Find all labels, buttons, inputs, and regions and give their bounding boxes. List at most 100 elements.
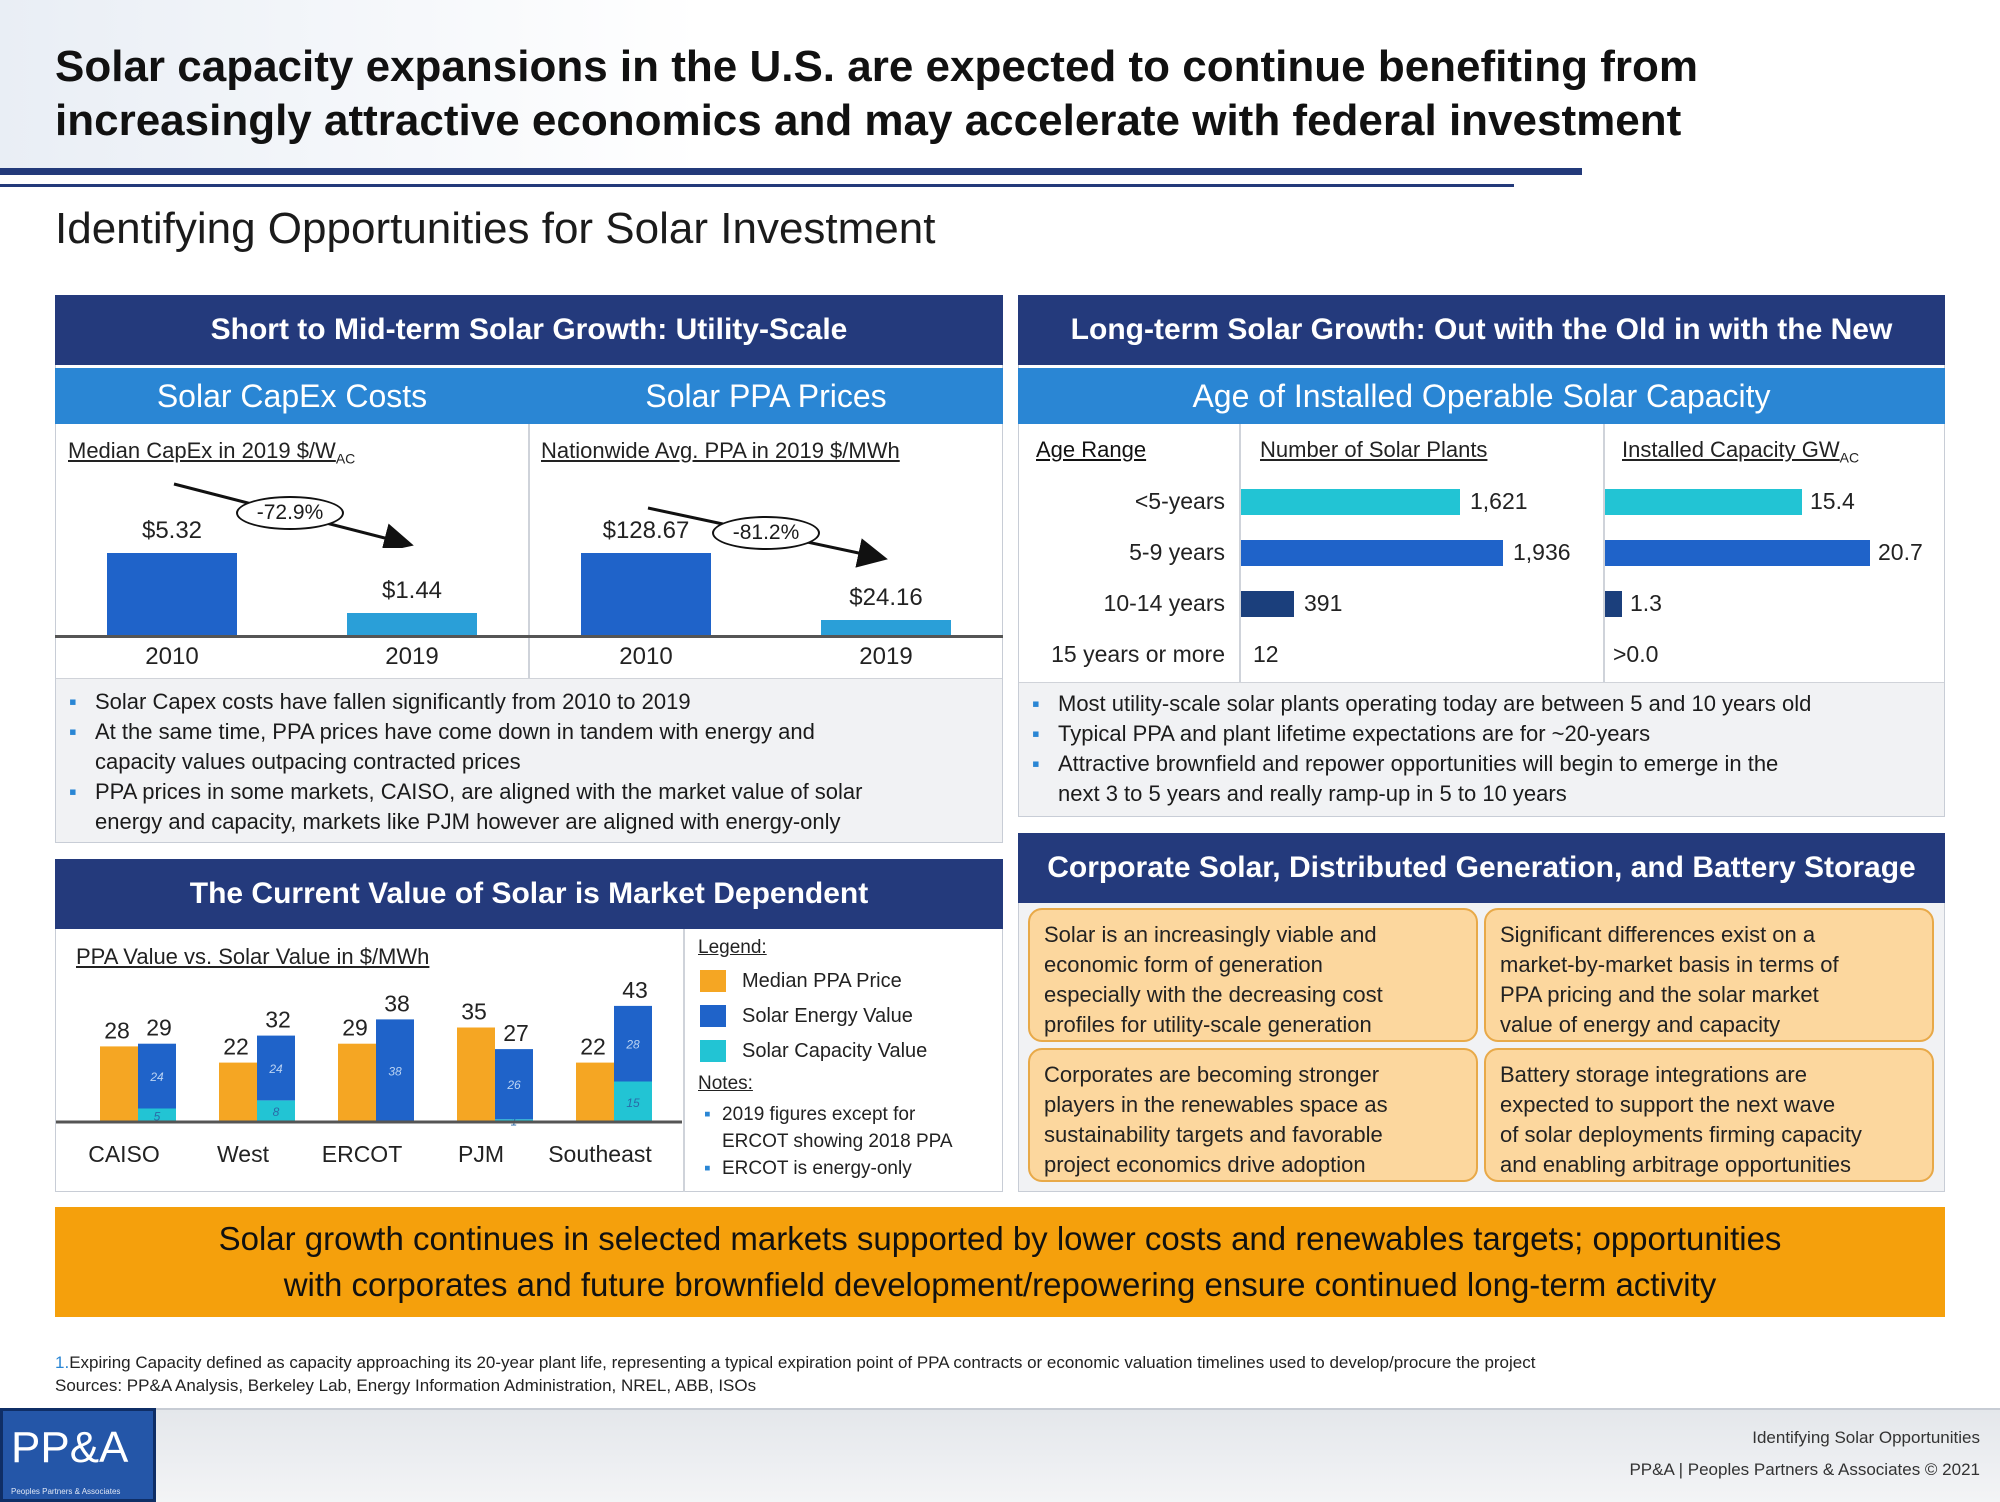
stack-total-label: 29 (146, 1015, 172, 1041)
capacity-value-label: 8 (273, 1105, 280, 1119)
bullet-text: PPA prices in some markets, CAISO, are a… (95, 779, 863, 804)
ppa-price-bar (219, 1062, 257, 1122)
ppa-price-bar (457, 1027, 495, 1122)
logo-subtext: Peoples Partners & Associates (11, 1487, 121, 1496)
capex-axis-line (55, 635, 529, 638)
energy-value-bar (376, 1019, 414, 1122)
ppa-price-label: 22 (223, 1034, 249, 1060)
plants-value: 391 (1304, 590, 1343, 616)
age-label: <5-years (1134, 488, 1225, 514)
long-term-bullets-box (1019, 682, 1944, 816)
legend-swatch (700, 1005, 726, 1027)
capex-year-2010: 2010 (145, 643, 199, 670)
plants-bar (1241, 489, 1460, 515)
energy-value-bar (614, 1005, 652, 1082)
tile-line: PPA pricing and the solar market (1500, 982, 1819, 1007)
corporate-tile: Corporates are becoming stronger players … (1028, 1048, 1478, 1182)
plants-value: 1,936 (1513, 539, 1571, 565)
capacity-bar (1605, 591, 1622, 617)
footnote-1-text: Expiring Capacity defined as capacity ap… (69, 1353, 1536, 1372)
age-capacity-title: Age of Installed Operable Solar Capacity (1018, 368, 1945, 424)
ppa-axis-line (529, 635, 1003, 638)
title-rule-thick (0, 168, 1582, 175)
legend-label: Solar Energy Value (742, 1005, 913, 1027)
tile-line: economic form of generation (1044, 952, 1323, 977)
market-category-label: CAISO (88, 1141, 160, 1167)
bullet-text: Solar Capex costs have fallen significan… (95, 689, 691, 714)
legend-label: Solar Capacity Value (742, 1040, 928, 1062)
market-category-label: Southeast (548, 1141, 652, 1167)
notes-title: Notes: (698, 1073, 753, 1094)
footnote-1: 1.Expiring Capacity defined as capacity … (55, 1353, 1535, 1373)
tile-line: Corporates are becoming stronger (1044, 1062, 1380, 1087)
long-term-heading: Long-term Solar Growth: Out with the Old… (1018, 295, 1945, 365)
bullet-dot: ▪ (1032, 691, 1040, 716)
capex-value-2010: $5.32 (141, 517, 203, 544)
corporate-tile: Battery storage integrations are expected… (1484, 1048, 1934, 1182)
market-chart-label: PPA Value vs. Solar Value in $/MWh (76, 944, 430, 969)
energy-value-label: 26 (506, 1078, 521, 1092)
footer-copyright: PP&A | Peoples Partners & Associates © 2… (1629, 1460, 1980, 1479)
bullet-line: next 3 to 5 years and really ramp-up in … (1058, 779, 1567, 809)
age-label: 15 years or more (1051, 641, 1225, 667)
bullet-text: next 3 to 5 years and really ramp-up in … (1058, 781, 1567, 806)
capacity-value-label: 15 (626, 1096, 640, 1110)
capacity-value-label: 5 (154, 1109, 161, 1123)
ppa-change-badge: -81.2% (712, 516, 820, 550)
legend-title: Legend: (698, 937, 767, 958)
utility-scale-bullets-box (56, 678, 1002, 842)
tile-line: sustainability targets and favorable (1044, 1122, 1383, 1147)
bullet-line: capacity values outpacing contracted pri… (95, 747, 521, 777)
capex-bar-2010 (107, 553, 237, 635)
market-category-label: West (217, 1141, 270, 1167)
title-rule-thin (0, 184, 1514, 187)
capacity-value: 15.4 (1810, 488, 1855, 514)
banner-line-1: Solar growth continues in selected marke… (218, 1220, 1782, 1257)
bullet-text: Typical PPA and plant lifetime expectati… (1058, 721, 1651, 746)
bullet-text: Most utility-scale solar plants operatin… (1058, 691, 1812, 716)
tile-line: market-by-market basis in terms of (1500, 952, 1839, 977)
energy-value-bar (257, 1035, 295, 1101)
tile-line: expected to support the next wave (1500, 1092, 1836, 1117)
sources-note: Sources: PP&A Analysis, Berkeley Lab, En… (55, 1376, 757, 1395)
capex-title: Solar CapEx Costs (55, 368, 529, 424)
note-text: ERCOT showing 2018 PPA (722, 1131, 953, 1152)
footer-bar (0, 1408, 2000, 1502)
ppa-price-label: 22 (580, 1034, 606, 1060)
tile-line: value of energy and capacity (1500, 1012, 1781, 1037)
energy-value-label: 28 (625, 1038, 640, 1052)
conclusion-banner: Solar growth continues in selected marke… (55, 1207, 1945, 1317)
ppa-value-2010: $128.67 (602, 517, 690, 544)
ppa-value-2019: $24.16 (849, 584, 923, 611)
legend-swatch (700, 1040, 726, 1062)
corporate-tile: Significant differences exist on a market… (1484, 908, 1934, 1042)
capex-axis-label: Median CapEx in 2019 $/WAC (68, 438, 356, 467)
capex-year-2019: 2019 (385, 643, 439, 670)
plants-column-divider (1603, 424, 1605, 682)
ppa-price-label: 35 (461, 999, 487, 1025)
bullet-line: ▪ PPA prices in some markets, CAISO, are … (69, 777, 863, 807)
tile-line: especially with the decreasing cost (1044, 982, 1383, 1007)
logo-text: PP&A (11, 1423, 129, 1472)
plants-value: 12 (1253, 641, 1279, 667)
bullet-text: energy and capacity, markets like PJM ho… (95, 809, 841, 834)
bullet-line: ▪ Most utility-scale solar plants operati… (1032, 689, 1812, 719)
bullet-dot: ▪ (69, 689, 77, 714)
energy-value-bar (495, 1049, 533, 1120)
plants-bar (1241, 591, 1294, 617)
market-value-chart: 2852429CAISO2282432West293838ERCOT351262… (56, 977, 682, 1167)
bullet-line: ▪ At the same time, PPA prices have come … (69, 717, 815, 747)
ppa-bar-2010 (581, 553, 711, 635)
ppa-logo: PP&A Peoples Partners & Associates (0, 1408, 156, 1502)
plants-value: 1,621 (1470, 488, 1528, 514)
tile-line: project economics drive adoption (1044, 1152, 1366, 1177)
legend-label: Median PPA Price (742, 970, 902, 992)
capex-value-2019: $1.44 (381, 577, 443, 604)
energy-value-label: 24 (268, 1062, 283, 1076)
ppa-price-bar (576, 1062, 614, 1122)
capacity-bar (1605, 489, 1802, 515)
capex-ppa-divider (528, 424, 530, 678)
note-dot: ▪ (704, 1158, 711, 1179)
capacity-value: 1.3 (1630, 590, 1662, 616)
age-label: 10-14 years (1103, 590, 1225, 616)
